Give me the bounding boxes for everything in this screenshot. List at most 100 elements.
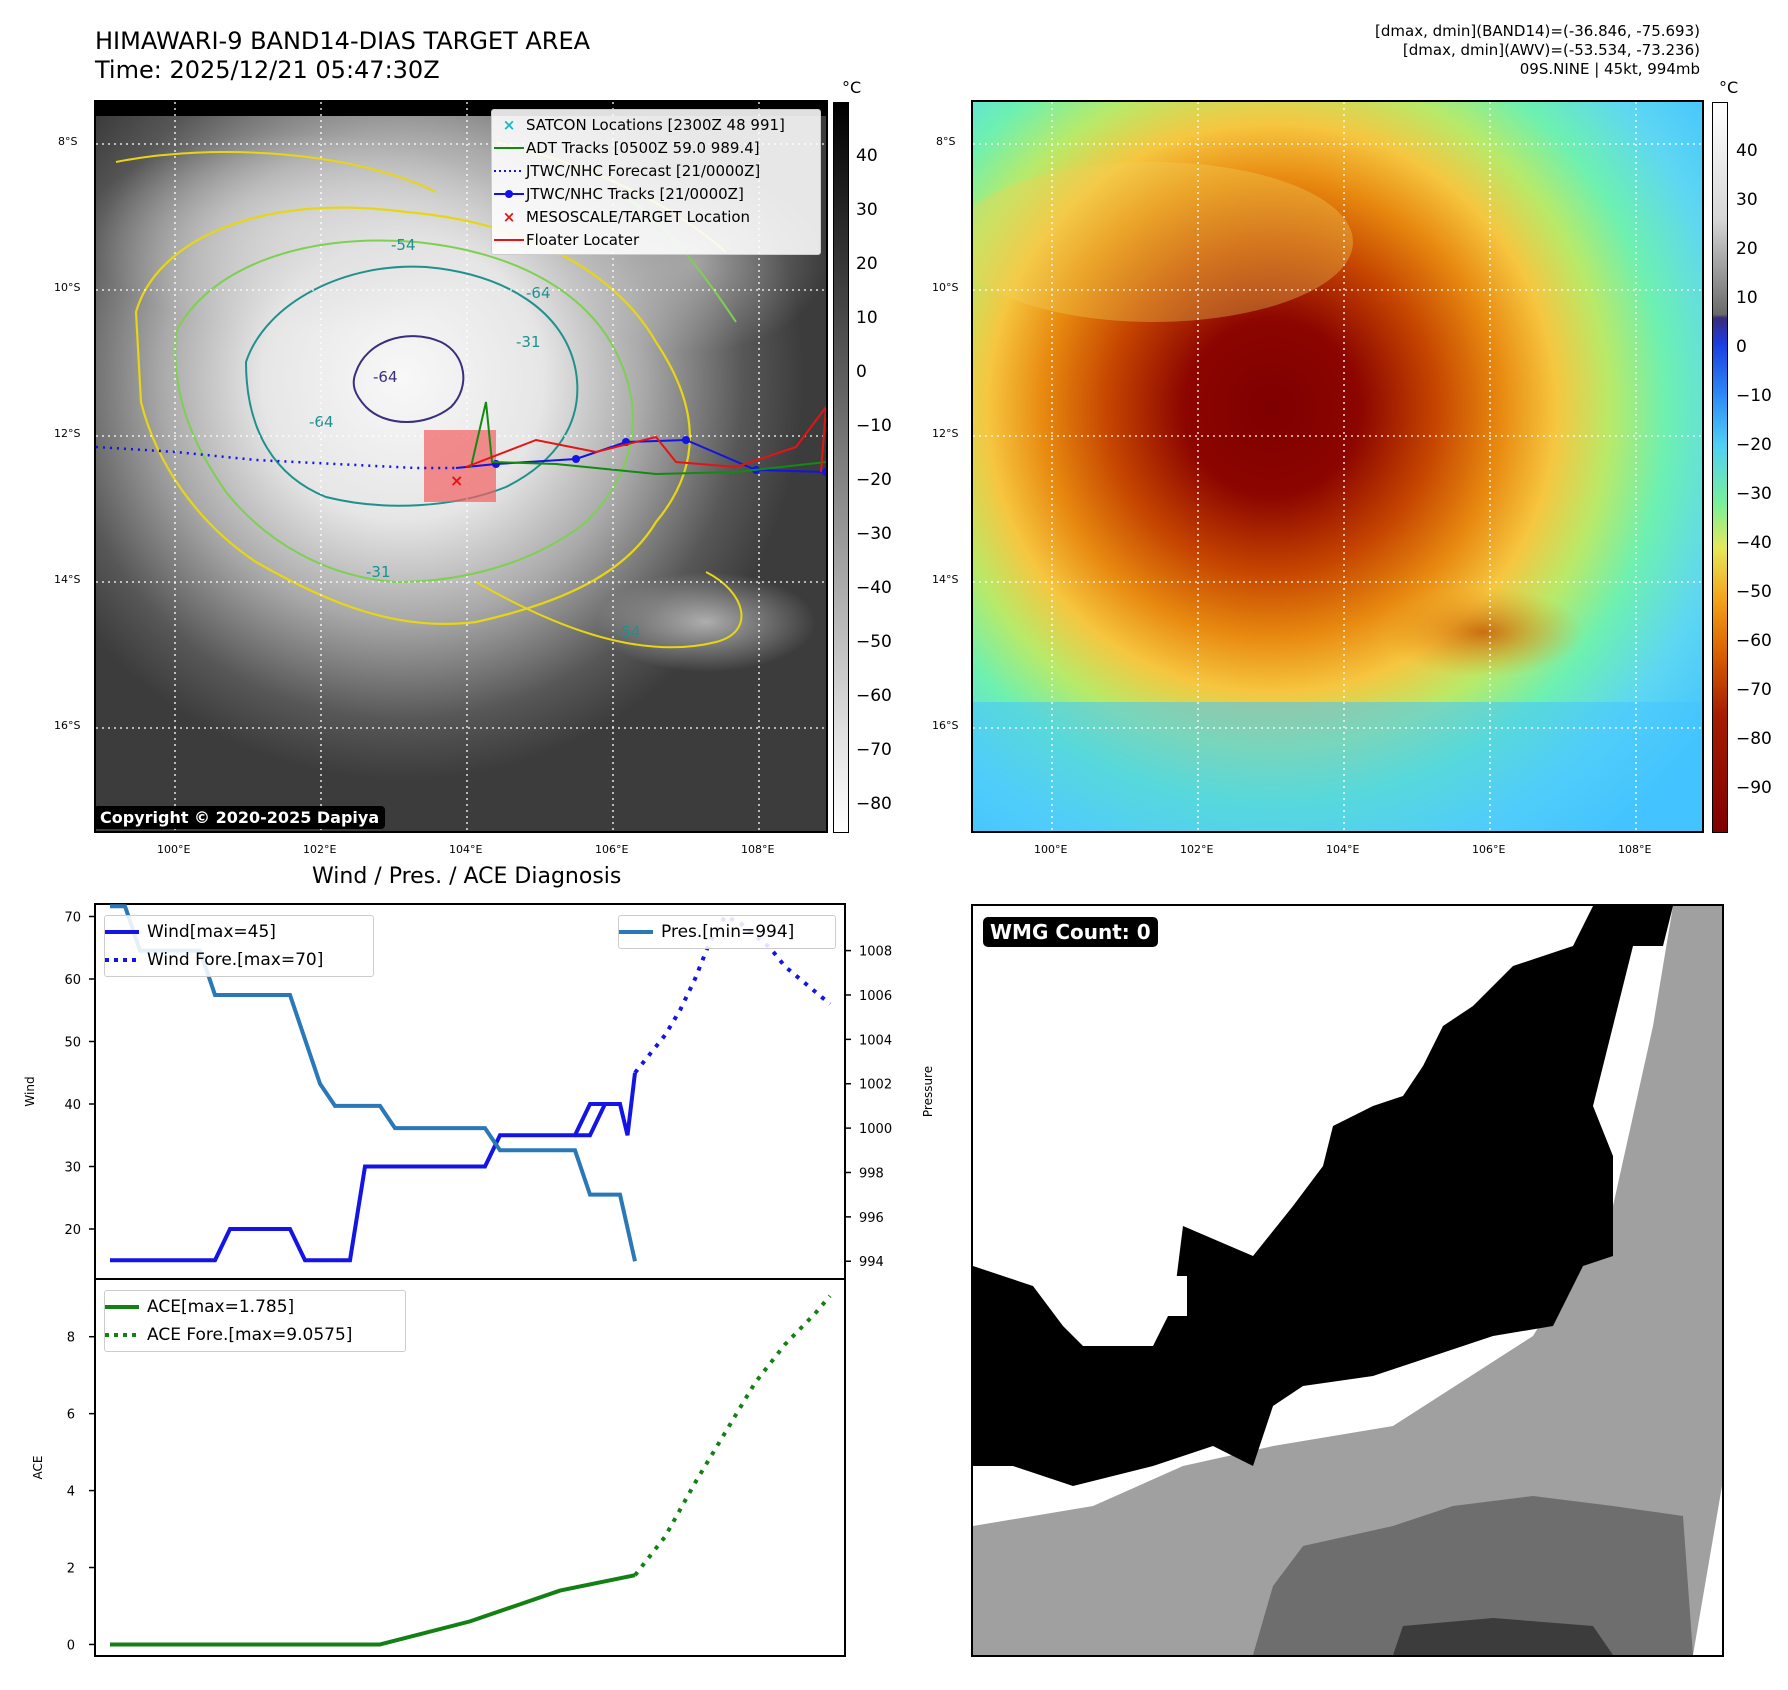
right-colorbar [1712,102,1728,833]
lon-tick: 106°E [1472,843,1506,856]
ace-tick-label: 6 [67,1408,75,1423]
legend-wind-forecast: Wind Fore.[max=70] [105,946,373,974]
map-gridlines [973,102,1702,831]
colorbar-tick: −80 [1736,729,1772,749]
legend-jtwc-forecast-label: JTWC/NHC Forecast [21/0000Z] [526,161,761,180]
lat-tick: 12°S [932,427,959,440]
contour-label: -64 [373,368,398,386]
target-marker[interactable]: × [450,471,463,490]
lon-tick: 102°E [303,843,337,856]
title-line-1: HIMAWARI-9 BAND14-DIAS TARGET AREA [95,27,591,55]
wind-tick-label: 20 [64,1223,81,1238]
pressure-tick-label: 1002 [859,1078,892,1093]
colorbar-tick: −50 [856,632,892,652]
legend-wind-label: Wind[max=45] [147,922,276,942]
colorbar-tick: 10 [856,308,878,328]
wind-tick-label: 40 [64,1098,81,1113]
colorbar-tick: −70 [1736,680,1772,700]
stats-line-1: [dmax, dmin](BAND14)=(-36.846, -75.693) [1375,22,1700,40]
legend-jtwc-tracks: JTWC/NHC Tracks [21/0000Z] [492,182,820,205]
pressure-tick-label: 1000 [859,1122,892,1137]
wmg-clear-patch [1163,1276,1187,1316]
lat-tick: 10°S [54,281,81,294]
colorbar-tick: 20 [856,254,878,274]
legend-wind: Wind[max=45] [105,918,373,946]
wind-legend: Wind[max=45] Wind Fore.[max=70] [104,915,374,977]
contour-label: -54 [391,236,416,254]
colorbar-tick: −10 [1736,386,1772,406]
stats-block: [dmax, dmin](BAND14)=(-36.846, -75.693) … [1375,22,1700,79]
wmg-count-badge: WMG Count: 0 [983,917,1158,947]
colorbar-tick: −50 [1736,582,1772,602]
pressure-tick-label: 998 [859,1166,884,1181]
legend-target-label: MESOSCALE/TARGET Location [526,207,751,226]
contour-label: -31 [516,333,541,351]
wind-tick-label: 70 [64,911,81,926]
ace-tick-label: 8 [67,1331,75,1346]
ace-tick-label: 2 [67,1562,75,1577]
legend-target: × MESOSCALE/TARGET Location [492,205,820,228]
colorbar-tick: 10 [1736,288,1758,308]
lon-tick: 100°E [1034,843,1068,856]
wmg-panel[interactable] [971,904,1724,1657]
lon-tick: 108°E [741,843,775,856]
dotted-line-icon [105,1332,139,1338]
map-title: HIMAWARI-9 BAND14-DIAS TARGET AREA Time:… [95,27,590,85]
ace-tick-label: 4 [67,1485,75,1500]
colorbar-tick: 20 [1736,239,1758,259]
wind-tick-label: 60 [64,973,81,988]
legend-pressure: Pres.[min=994] [619,918,835,946]
wind-axis-label: Wind [23,1076,37,1106]
lon-tick: 104°E [1326,843,1360,856]
colorbar-tick: −30 [856,524,892,544]
lon-tick: 100°E [157,843,191,856]
lon-tick: 102°E [1180,843,1214,856]
legend-adt: ADT Tracks [0500Z 59.0 989.4] [492,136,820,159]
colorbar-tick: 40 [856,146,878,166]
line-dot-icon [492,189,526,199]
adt-track-line [470,401,826,476]
line-icon [619,929,653,935]
colorbar-tick: −20 [856,470,892,490]
lat-tick: 10°S [932,281,959,294]
legend-ace: ACE[max=1.785] [105,1293,405,1321]
wmg-darkest-region [1393,1618,1613,1655]
wind-tick-label: 50 [64,1036,81,1051]
contour-label: -64 [526,284,551,302]
wmg-classification-svg [973,906,1722,1655]
legend-ace-label: ACE[max=1.785] [147,1297,295,1317]
ir-color-map[interactable] [971,100,1704,833]
legend-adt-label: ADT Tracks [0500Z 59.0 989.4] [526,138,760,157]
copyright-badge: Copyright © 2020-2025 Dapiya [94,806,386,829]
wind-series-line [110,1102,620,1263]
x-marker-icon: × [502,115,516,134]
pressure-tick-label: 994 [859,1255,884,1270]
floater-track-line [465,405,826,473]
wmg-black-region [973,906,1673,1486]
wmg-gray-region [973,906,1722,1655]
colorbar-tick: −40 [1736,533,1772,553]
colorbar-tick: 30 [856,200,878,220]
lon-tick: 104°E [449,843,483,856]
colorbar-tick: −80 [856,794,892,814]
legend-ace-forecast-label: ACE Fore.[max=9.0575] [147,1325,353,1345]
x-marker-icon: × [502,207,516,226]
contour-label: -31 [366,563,391,581]
right-colorbar-unit: °C [1719,78,1739,97]
ace-series-line [110,1573,636,1647]
ace-tick-label: 0 [67,1638,75,1653]
lat-tick: 16°S [54,719,81,732]
pressure-tick-label: 1004 [859,1033,892,1048]
lat-tick: 16°S [932,719,959,732]
lat-tick: 8°S [936,135,956,148]
ace-forecast-line [633,1294,832,1577]
colorbar-tick: 0 [856,362,867,382]
diagnosis-title: Wind / Pres. / ACE Diagnosis [312,864,622,889]
colorbar-tick: −30 [1736,484,1772,504]
lat-tick: 12°S [54,427,81,440]
legend-jtwc-tracks-label: JTWC/NHC Tracks [21/0000Z] [526,184,744,203]
legend-floater-label: Floater Locater [526,230,640,249]
lat-tick: 14°S [54,573,81,586]
colorbar-tick: 30 [1736,190,1758,210]
line-icon [492,145,526,151]
